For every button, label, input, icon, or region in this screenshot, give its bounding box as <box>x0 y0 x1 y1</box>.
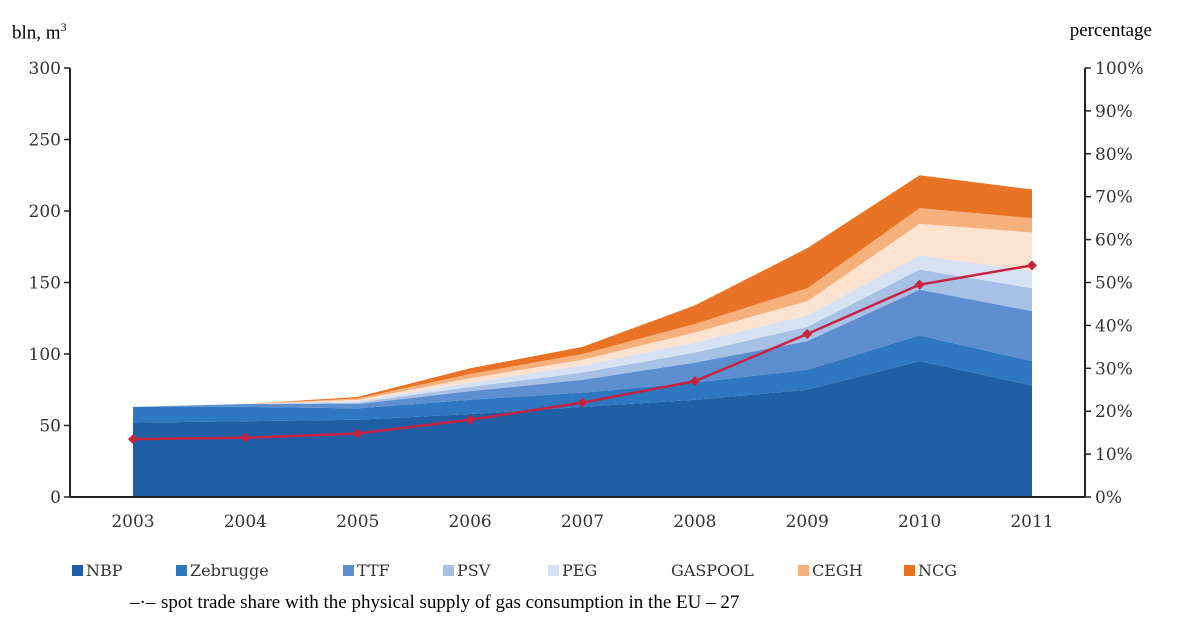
right-axis-tick-label: 10% <box>1095 445 1133 465</box>
legend: NBP Zebrugge TTF PSV PEG GASPOOL CEGH NCG –·– spo… <box>72 561 957 613</box>
right-axis-tick-label: 90% <box>1095 102 1133 122</box>
x-axis-tick-label: 2005 <box>336 512 379 532</box>
left-axis-tick-label: 150 <box>29 274 61 294</box>
line-legend-symbol: –·– <box>129 592 156 613</box>
right-axis-tick-label: 80% <box>1095 145 1133 165</box>
x-axis-tick-label: 2009 <box>786 512 829 532</box>
x-axis-tick-label: 2010 <box>898 512 941 532</box>
share-line-point <box>914 279 925 290</box>
line-legend-label: spot trade share with the physical suppl… <box>161 592 739 613</box>
x-axis-tick-label: 2011 <box>1010 512 1053 532</box>
area-ttf <box>133 289 1032 409</box>
x-axis-tick-label: 2003 <box>111 512 154 532</box>
area-peg <box>133 255 1032 407</box>
share-line-point <box>1027 260 1037 271</box>
right-axis-tick-label: 70% <box>1095 188 1133 208</box>
right-axis-tick-label: 100% <box>1095 59 1144 79</box>
left-axis-tick-label: 200 <box>29 202 61 222</box>
right-axis-tick-label: 20% <box>1095 402 1133 422</box>
legend-label-ttf: TTF <box>357 561 390 580</box>
left-axis-tick-label: 100 <box>29 345 61 365</box>
left-axis-tick-label: 50 <box>39 417 61 437</box>
legend-label-ncg: NCG <box>918 561 957 580</box>
legend-swatch-nbp <box>72 565 83 576</box>
left-axis-tick-label: 300 <box>29 59 61 79</box>
x-axis-tick-label: 2004 <box>224 512 267 532</box>
share-line-point <box>802 328 813 339</box>
share-line-point <box>689 376 700 387</box>
legend-label-zebrugge: Zebrugge <box>190 561 269 580</box>
right-axis-tick-label: 50% <box>1095 274 1133 294</box>
legend-swatch-cegh <box>798 565 809 576</box>
right-axis-tick-label: 40% <box>1095 316 1133 336</box>
legend-swatch-peg <box>548 565 559 576</box>
legend-swatch-zebrugge <box>176 565 187 576</box>
left-axis-unit-label: bln, m3 <box>12 20 67 44</box>
left-axis-tick-label: 250 <box>29 131 61 151</box>
share-line-point <box>465 414 476 425</box>
area-psv <box>133 269 1032 407</box>
right-axis-tick-label: 0% <box>1095 488 1122 508</box>
share-line-point <box>577 397 588 408</box>
stacked-areas <box>133 175 1032 497</box>
area-ncg <box>133 175 1032 407</box>
x-axis-tick-label: 2008 <box>673 512 716 532</box>
share-line-point <box>240 432 251 443</box>
left-axis-unit-text: bln, m <box>12 22 61 44</box>
legend-label-nbp: NBP <box>86 561 123 580</box>
right-axis-unit-label: percentage <box>1069 20 1152 41</box>
area-gaspool <box>133 223 1032 407</box>
legend-swatch-ttf <box>343 565 354 576</box>
legend-label-peg: PEG <box>562 561 597 580</box>
area-nbp <box>133 361 1032 497</box>
left-axis-tick-label: 0 <box>50 488 61 508</box>
legend-label-gaspool: GASPOOL <box>671 561 754 580</box>
share-line-layer <box>128 260 1037 445</box>
left-axis-unit-superscript: 3 <box>60 20 67 34</box>
legend-swatch-ncg <box>904 565 915 576</box>
right-axis-tick-label: 30% <box>1095 359 1133 379</box>
axes: 0 50 100 150 200 250 300 0% 10% 20% 30% 40% 50% 60% 70… <box>29 59 1144 532</box>
legend-label-cegh: CEGH <box>812 561 863 580</box>
x-axis-tick-label: 2006 <box>448 512 491 532</box>
right-axis-tick-label: 60% <box>1095 231 1133 251</box>
share-line-point <box>352 428 363 439</box>
share-line-point <box>128 434 138 445</box>
x-axis-tick-label: 2007 <box>561 512 604 532</box>
legend-swatch-psv <box>443 565 454 576</box>
legend-label-psv: PSV <box>457 561 491 580</box>
